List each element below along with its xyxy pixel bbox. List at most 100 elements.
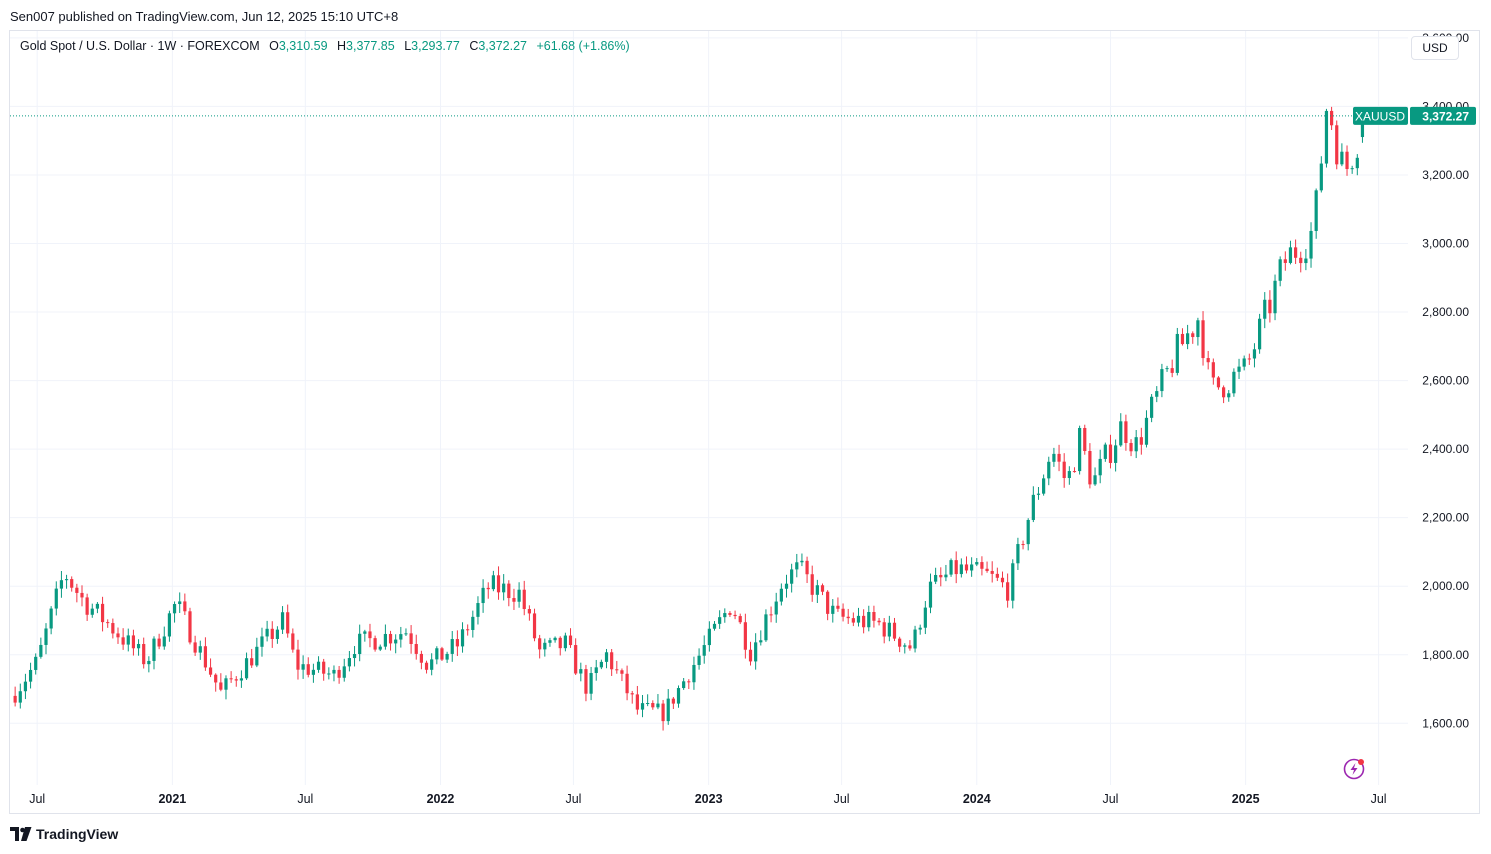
candle [1160, 363, 1164, 398]
x-tick-label: Jul [1102, 792, 1118, 806]
candle-body [764, 614, 768, 641]
candle [1072, 467, 1077, 473]
flash-icon[interactable] [1343, 758, 1365, 780]
candle-body [1360, 115, 1365, 138]
candle-body [1329, 110, 1334, 126]
candle [558, 636, 562, 656]
candle-body [1355, 157, 1359, 169]
candle-body [327, 673, 331, 675]
candle [949, 558, 953, 577]
candle [316, 656, 321, 673]
candle [1227, 390, 1231, 402]
candle [1067, 466, 1071, 485]
candle [466, 624, 470, 636]
candle-body [126, 635, 130, 645]
candle-body [769, 614, 773, 616]
candle [496, 566, 501, 600]
candle-body [1232, 371, 1236, 394]
candle-body [188, 611, 192, 643]
candle-body [1062, 461, 1066, 479]
candle [913, 625, 917, 653]
candle [1129, 439, 1133, 457]
candle-body [964, 564, 969, 571]
candle [476, 596, 480, 625]
candle-body [1144, 417, 1149, 445]
candle-body [1222, 387, 1226, 398]
candle-body [280, 612, 285, 630]
candle [332, 665, 336, 682]
brand-name: TradingView [36, 826, 119, 842]
candle [435, 646, 439, 665]
grid-lines [10, 31, 1408, 785]
candle-body [810, 574, 814, 595]
candle [1103, 442, 1107, 462]
candle-body [1114, 445, 1118, 463]
candle [594, 659, 598, 681]
candle-body [707, 628, 711, 646]
candle [687, 679, 691, 690]
candle-body [214, 674, 218, 683]
candle [820, 583, 825, 596]
x-tick-label: Jul [834, 792, 850, 806]
candle-body [203, 646, 208, 668]
candle [625, 665, 629, 701]
candle-body [147, 660, 151, 665]
candle-body [954, 560, 958, 575]
candle-body [1319, 163, 1323, 191]
candle-body [1324, 110, 1329, 164]
candle [450, 631, 454, 662]
candle [589, 666, 593, 701]
candle-body [59, 580, 64, 589]
candle [1350, 165, 1354, 174]
candle [18, 683, 22, 709]
candle-body [296, 649, 300, 670]
candle-body [301, 664, 305, 670]
candle [615, 660, 619, 674]
candle [1283, 251, 1287, 271]
candle-body [162, 636, 166, 647]
candle-body [795, 562, 799, 570]
candle-body [862, 615, 866, 628]
candle [733, 610, 737, 620]
candle [291, 628, 295, 653]
candle-body [646, 703, 650, 705]
candle [1273, 274, 1277, 321]
candle-body [311, 669, 316, 675]
candle [630, 690, 634, 704]
candle [126, 628, 130, 652]
candle [1191, 331, 1195, 344]
price-tag-label: 3,372.27 [1422, 109, 1469, 123]
tradingview-logo[interactable]: TradingView [10, 826, 118, 842]
candle [1211, 358, 1215, 385]
candle [563, 632, 567, 652]
candle [100, 596, 105, 632]
candle-body [178, 601, 182, 605]
currency-button[interactable]: USD [1411, 36, 1459, 60]
ticker-tag-bg [1353, 106, 1408, 125]
candle [527, 605, 531, 621]
candle [532, 608, 537, 642]
candle-body [867, 612, 871, 628]
candle [898, 636, 902, 653]
candle [872, 605, 876, 628]
candle-body [388, 633, 393, 644]
candle-body [255, 646, 259, 666]
candle [1288, 240, 1293, 265]
candle [49, 606, 53, 635]
candle [260, 627, 264, 657]
candle-body [1196, 320, 1200, 338]
candle [1175, 327, 1179, 376]
candle-body [779, 588, 783, 602]
candle-body [1294, 247, 1298, 258]
candle [1078, 425, 1082, 475]
candle-body [358, 633, 362, 655]
candle-body [208, 667, 213, 675]
candle [831, 599, 835, 623]
candle [1309, 222, 1313, 268]
candle-body [167, 613, 172, 637]
candle [985, 561, 989, 573]
candle [311, 663, 316, 683]
candle [1340, 143, 1344, 167]
candle-body [219, 682, 223, 690]
